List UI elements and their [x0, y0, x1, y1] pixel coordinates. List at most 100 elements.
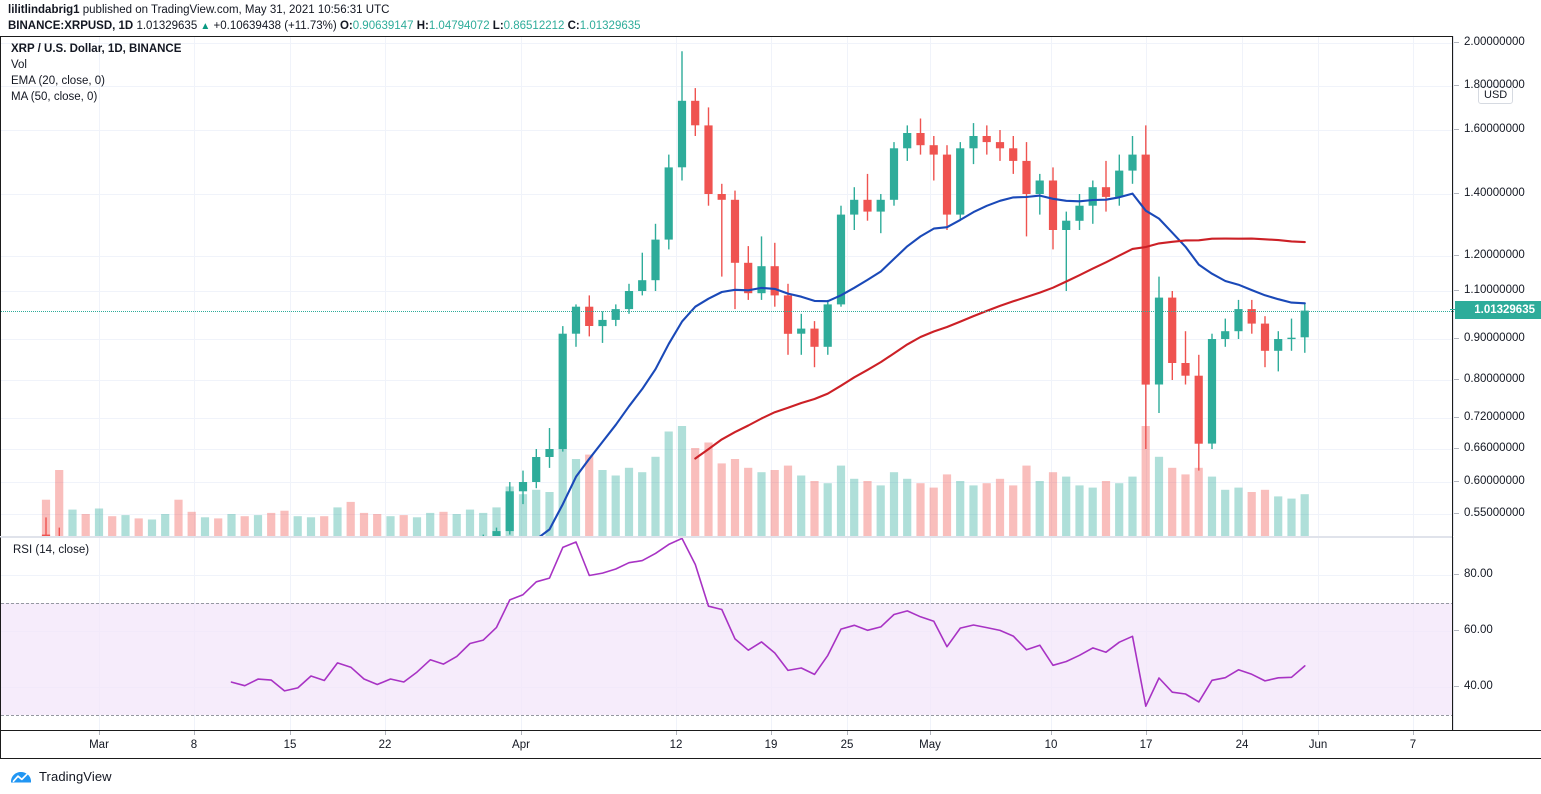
candle-body [717, 194, 726, 200]
time-tick-mark [385, 731, 386, 735]
time-tick-mark [290, 731, 291, 735]
legend-ma[interactable]: MA (50, close, 0) [11, 91, 98, 103]
volume-bar [280, 510, 289, 536]
volume-bar [585, 454, 594, 536]
legend-ema[interactable]: EMA (20, close, 0) [11, 75, 105, 87]
volume-bar [267, 512, 276, 536]
volume-bar [836, 465, 846, 536]
volume-bar [810, 481, 819, 536]
volume-bar [1075, 485, 1084, 536]
volume-bar [399, 515, 408, 536]
price-tick-mark [1454, 513, 1459, 514]
time-tick-mark [1146, 731, 1147, 735]
candle-body [571, 306, 581, 334]
price-tick-mark [1454, 85, 1459, 86]
rsi-legend-title[interactable]: RSI (14, close) [13, 544, 90, 556]
candle-body [757, 266, 766, 294]
pane-separator[interactable] [0, 536, 1453, 537]
time-tick-label: 25 [840, 739, 854, 751]
price-pane[interactable]: XRP / U.S. Dollar, 1D, BINANCE Vol EMA (… [0, 36, 1454, 536]
candle-body [638, 280, 647, 291]
legend-title: XRP / U.S. Dollar, 1D, BINANCE [11, 43, 182, 55]
volume-bar [850, 478, 859, 536]
price-tick-mark [1454, 417, 1459, 418]
volume-bar [359, 512, 369, 536]
price-tick-label: 1.20000000 [1464, 249, 1525, 261]
candle-body [863, 199, 872, 212]
volume-bar [730, 459, 740, 536]
volume-bar [346, 501, 355, 536]
candle-body [783, 295, 793, 334]
volume-bar [465, 509, 475, 536]
close-label: C: [567, 20, 580, 32]
time-tick-mark [930, 731, 931, 735]
candle-body [1115, 170, 1124, 197]
volume-bar [770, 470, 779, 536]
volume-bar [492, 507, 501, 536]
candle-body [518, 482, 528, 492]
candle-body [1300, 310, 1309, 338]
candle-body [810, 328, 819, 347]
candle-body [1260, 323, 1270, 351]
price-plot [41, 51, 1309, 536]
price-badge-notch [1450, 308, 1455, 310]
rsi-tick-mark [1454, 574, 1459, 575]
price-tick-label: 0.72000000 [1464, 411, 1525, 423]
gridline [1, 194, 1453, 195]
candle-body [1128, 154, 1137, 171]
price-tick-mark [1454, 481, 1459, 482]
volume-bar [253, 515, 263, 536]
volume-bar [664, 431, 673, 536]
price-change: +0.10639438 (+11.73%) [213, 20, 337, 32]
volume-bar [1009, 485, 1018, 536]
time-tick-label: 17 [1139, 739, 1153, 751]
volume-bar [1088, 487, 1097, 536]
volume-bar [1128, 476, 1137, 536]
candle-body [558, 333, 567, 449]
volume-bar [532, 489, 541, 536]
volume-bar [518, 494, 528, 536]
rsi-pane[interactable]: RSI (14, close) [0, 537, 1454, 730]
current-price-line [1, 310, 1454, 312]
tradingview-logo-icon [10, 769, 32, 785]
time-tick-label: Mar [89, 739, 109, 751]
ema-line [538, 192, 1306, 536]
volume-bar [823, 483, 832, 536]
volume-bar [386, 516, 395, 536]
time-tick-label: 8 [190, 739, 198, 751]
candle-body [1221, 331, 1230, 339]
price-tick-mark [1454, 193, 1459, 194]
candle-body [505, 491, 514, 532]
rsi-overbought-line [1, 603, 1454, 604]
price-tick-mark [1454, 255, 1459, 256]
time-tick-mark [1051, 731, 1052, 735]
volume-bar [982, 483, 991, 536]
candle-body [1234, 309, 1243, 332]
rsi-tick-label: 60.00 [1464, 624, 1493, 636]
candle-body [1022, 160, 1031, 194]
volume-bar [1022, 465, 1031, 536]
open-value: 0.90639147 [352, 20, 414, 32]
candle-body [1141, 154, 1150, 385]
low-label: L: [492, 20, 504, 32]
current-price-badge[interactable]: 1.01329635 [1450, 300, 1541, 319]
candle-body [1194, 375, 1203, 444]
candle-body [545, 449, 554, 457]
rsi-axis[interactable]: 80.00 60.00 40.00 [1453, 537, 1541, 730]
gridline [290, 37, 291, 536]
time-axis[interactable]: Mar 8 15 22 Apr 12 19 25 May 10 17 24 Jun 7 [0, 730, 1453, 758]
volume-bar [558, 439, 567, 536]
price-tick-label: 2.00000000 [1464, 36, 1525, 48]
price-axis[interactable]: USD 2.00000000 1.80000000 1.60000000 1.4000… [1450, 36, 1541, 536]
price-tick-mark [1454, 42, 1459, 43]
volume-bar [439, 511, 448, 536]
tradingview-brand: TradingView [39, 769, 112, 784]
volume-bar [1260, 489, 1270, 536]
volume-bar [373, 514, 382, 536]
time-tick-mark [194, 731, 195, 735]
price-tick-mark [1454, 129, 1459, 130]
rsi-tick-label: 80.00 [1464, 568, 1493, 580]
legend-volume[interactable]: Vol [11, 59, 27, 71]
high-label: H: [416, 20, 429, 32]
time-tick-label: 10 [1044, 739, 1058, 751]
